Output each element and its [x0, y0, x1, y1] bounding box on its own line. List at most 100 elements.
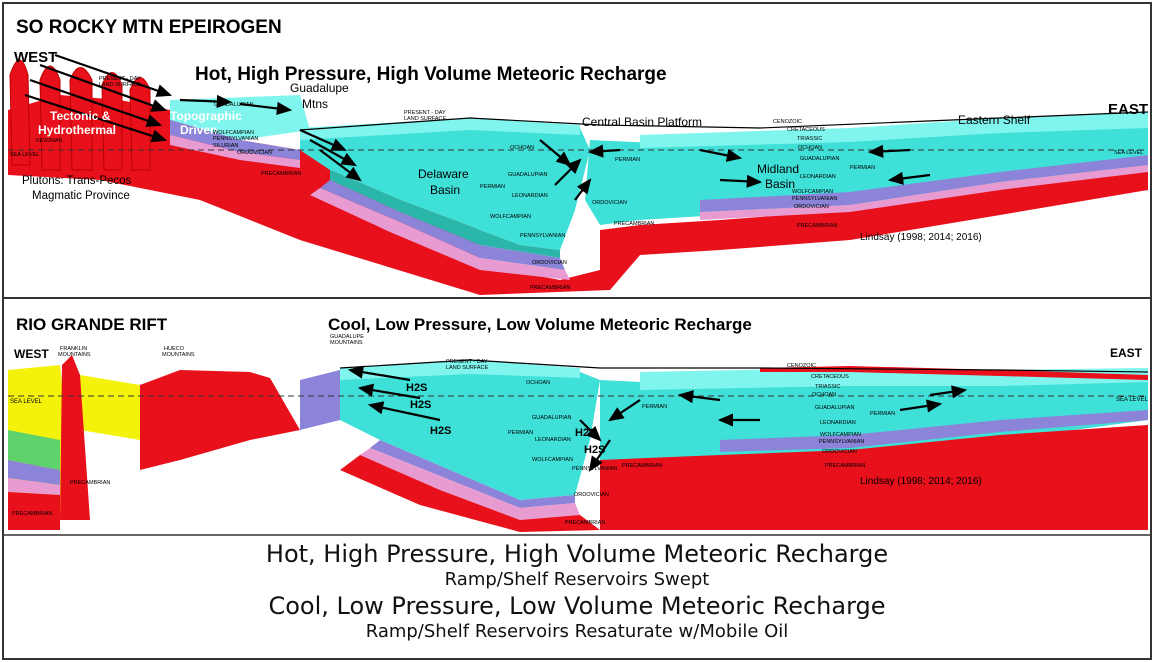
p2-h2s-5: H2S — [584, 444, 605, 456]
p2-midland-blue — [720, 410, 1148, 452]
p1-precambrian: PRECAMBRIAN — [530, 285, 570, 291]
p2-sea-level-right: SEA LEVEL — [1116, 397, 1149, 403]
p1-pennsylvanian-left: PENNSYLVANIAN — [213, 136, 258, 142]
p1-sea-level-label: SEA LEVEL — [10, 152, 39, 158]
p1-permian-delaware: PERMIAN — [480, 184, 505, 190]
p2-hueco-label-2: MOUNTAINS — [162, 352, 195, 358]
p1-guadalupian-right: GUADALUPIAN — [800, 156, 839, 162]
p2-wolfcampian-right: WOLFCAMPIAN — [820, 432, 861, 438]
p2-present-day-2: LAND SURFACE — [446, 365, 489, 371]
p2-h2s-1: H2S — [406, 382, 427, 394]
p1-delaware-top — [300, 118, 580, 140]
p2-leonardian-right: LEONARDIAN — [820, 420, 856, 426]
caption-line-4: Ramp/Shelf Reservoirs Resaturate w/Mobil… — [365, 621, 789, 642]
panel-2-cross-section: RIO GRANDE RIFT Cool, Low Pressure, Low … — [8, 315, 1149, 532]
p1-delaware-pink — [310, 188, 570, 280]
p2-h2s-4: H2S — [575, 427, 596, 439]
p1-wolfcampian: WOLFCAMPIAN — [490, 214, 531, 220]
p2-delaware-blue — [370, 440, 575, 508]
p2-precambrian-left — [8, 492, 60, 530]
p2-franklin-label-1: FRANKLIN — [60, 346, 87, 352]
p1-ordovician-left: ORDOVICIAN — [237, 150, 272, 156]
p2-wolfcampian: WOLFCAMPIAN — [532, 457, 573, 463]
p1-ochoan: OCHOAN — [510, 145, 534, 151]
p1-guadalupian-left: GUADALUPIAN — [214, 102, 253, 108]
p1-plutons-label-2: Magmatic Province — [32, 190, 130, 202]
p1-title: SO ROCKY MTN EPEIROGEN — [16, 17, 282, 38]
p1-plutons-label-1: Plutons: Trans-Pecos — [22, 175, 132, 187]
p2-precambrian-franklin: PRECAMBRIAN — [70, 480, 110, 486]
p2-hueco-block — [140, 370, 300, 470]
p1-present-day-2: LAND SURFACE — [404, 116, 447, 122]
p1-delaware-label-2: Basin — [430, 183, 460, 197]
p1-pennsylvanian-right: PENNSYLVANIAN — [792, 196, 837, 202]
p2-pennsylvanian-right: PENNSYLVANIAN — [819, 439, 864, 445]
p2-guadalupe-label-2: MOUNTAINS — [330, 340, 363, 346]
p2-pink-layer-left — [8, 478, 60, 495]
p1-silurian-left: SILURIAN — [213, 143, 238, 149]
p1-ordovician: ORDOVICIAN — [532, 260, 567, 266]
p2-green-layer — [8, 430, 60, 470]
p1-delaware-teal — [330, 170, 560, 258]
p2-delaware-fill — [340, 370, 600, 500]
p1-cenozoic: CENOZOIC — [773, 119, 802, 125]
p1-tectonic-label-2: Hydrothermal — [38, 123, 116, 137]
p1-topographic-label-1: Topographic — [170, 109, 242, 123]
p2-land-surface — [339, 359, 1149, 373]
p2-precambrian-east: PRECAMBRIAN — [825, 463, 865, 469]
p2-west-label: WEST — [14, 347, 49, 361]
p2-ordovician: ORDOVICIAN — [574, 492, 609, 498]
p2-sea-level-label: SEA LEVEL — [10, 399, 43, 405]
p1-permian-cbp: PERMIAN — [615, 157, 640, 163]
p1-ordovician-right: ORDOVICIAN — [794, 204, 829, 210]
p2-delaware-pink — [360, 448, 580, 520]
p2-permian-east: PERMIAN — [870, 411, 895, 417]
p1-eastern-shelf-label: Eastern Shelf — [958, 113, 1031, 127]
p2-permian-cbp: PERMIAN — [642, 404, 667, 410]
p2-guadalupe-blue — [300, 370, 340, 430]
caption-line-2: Ramp/Shelf Reservoirs Swept — [444, 569, 710, 590]
p1-delaware-blue — [320, 180, 565, 270]
p2-delaware-precambrian — [340, 455, 600, 532]
p1-pluton-4 — [101, 72, 123, 171]
p1-midland-pink — [700, 165, 1148, 220]
p1-present-day-left-1: PRESENT - DAY — [99, 76, 141, 82]
p2-flow-arrows — [347, 365, 968, 472]
p1-pluton-3 — [69, 67, 93, 171]
p2-triassic: TRIASSIC — [815, 384, 840, 390]
p2-precambrian-cbp: PRECAMBRIAN — [622, 463, 662, 469]
p1-topographic-label-2: Driven — [180, 123, 217, 137]
p1-west-label: WEST — [14, 49, 57, 66]
p1-guadalupian: GUADALUPIAN — [508, 172, 547, 178]
p2-present-day-1: PRESENT - DAY — [446, 359, 488, 365]
p1-midland-blue — [700, 155, 1148, 212]
p2-precambrian-right — [600, 425, 1148, 530]
panel-1-cross-section: SO ROCKY MTN EPEIROGEN Hot, High Pressur… — [8, 17, 1149, 295]
p2-headline: Cool, Low Pressure, Low Volume Meteoric … — [328, 315, 752, 334]
p1-wolfcampian-left: WOLFCAMPIAN — [213, 130, 254, 136]
p1-midland-top — [640, 112, 1148, 148]
p1-east-label: EAST — [1108, 101, 1148, 118]
p2-franklin-label-2: MOUNTAINS — [58, 352, 91, 358]
p2-precambrian: PRECAMBRIAN — [565, 520, 605, 526]
p2-hueco-label-1: HUECO — [164, 346, 185, 352]
p1-headline: Hot, High Pressure, High Volume Meteoric… — [195, 64, 667, 85]
p2-title: RIO GRANDE RIFT — [16, 315, 168, 334]
p1-ordovician-cbp: ORDOVICIAN — [592, 200, 627, 206]
p1-delaware-fill — [300, 125, 590, 250]
p2-ochoan: OCHOAN — [526, 380, 550, 386]
p1-ochoan-right: OCHOAN — [798, 145, 822, 151]
p1-citation: Lindsay (1998; 2014; 2016) — [860, 232, 982, 243]
p1-pluton-5 — [129, 77, 151, 171]
p1-leonardian: LEONARDIAN — [512, 193, 548, 199]
p1-sea-level-right: SEA LEVEL — [1114, 150, 1143, 156]
p1-left-blue-band — [170, 120, 300, 160]
p1-precambrian-cbp: PRECAMBRIAN — [614, 221, 654, 227]
p2-leonardian: LEONARDIAN — [535, 437, 571, 443]
p1-pluton-2 — [39, 65, 61, 171]
p1-delaware-label-1: Delaware — [418, 167, 469, 181]
p2-ochoan-right: OCHOAN — [812, 392, 836, 398]
p1-land-surface — [299, 111, 1149, 131]
